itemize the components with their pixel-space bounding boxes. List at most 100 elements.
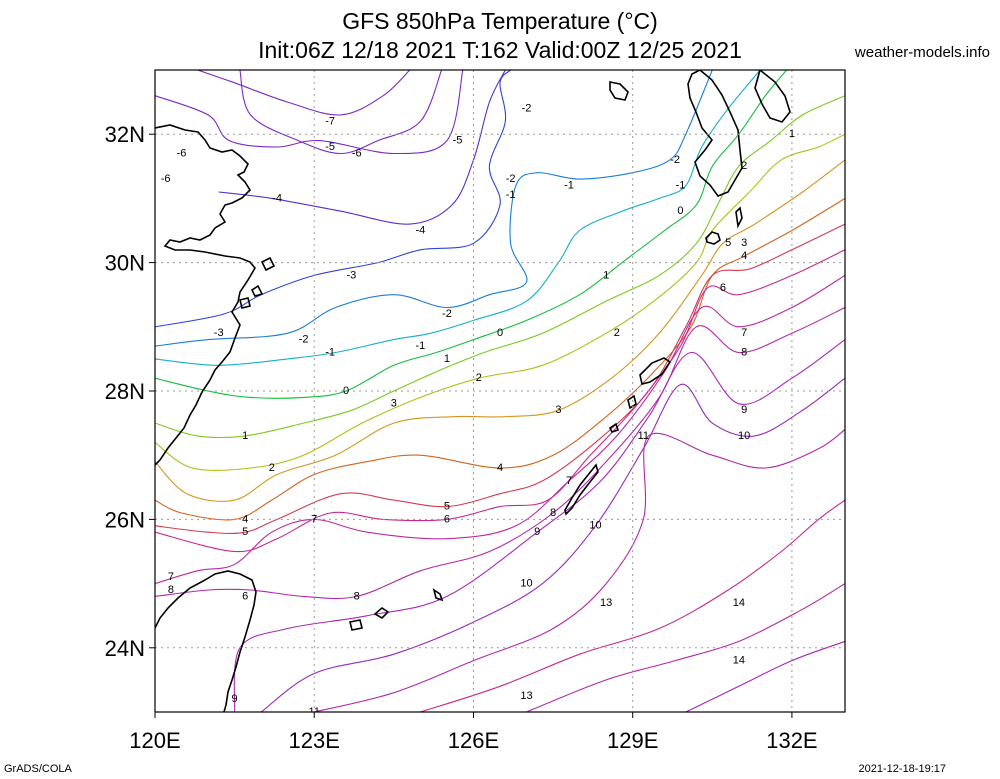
contour-label: 4 bbox=[497, 462, 503, 474]
chart-title: GFS 850hPa Temperature (°C) bbox=[342, 8, 658, 34]
contour-layer bbox=[155, 70, 845, 712]
contour-label: -1 bbox=[676, 179, 686, 191]
coastline-okinawa bbox=[564, 463, 599, 516]
contour-label: 11 bbox=[638, 430, 649, 442]
coastline-amami bbox=[639, 357, 672, 385]
x-tick-label: 123E bbox=[289, 728, 340, 753]
render-timestamp: 2021-12-18-19:17 bbox=[858, 763, 946, 775]
contour-label: 14 bbox=[733, 655, 745, 667]
contour-label: -3 bbox=[346, 269, 356, 281]
contour-label: 8 bbox=[550, 507, 556, 519]
coastline-iriomote bbox=[349, 619, 363, 631]
contour-label: 2 bbox=[476, 372, 482, 384]
contour-label: -2 bbox=[506, 173, 516, 185]
coastline-kyushu bbox=[687, 70, 743, 197]
contour-label: 5 bbox=[444, 500, 450, 512]
contour-label: 8 bbox=[168, 584, 174, 596]
contour-label: 11 bbox=[309, 706, 320, 718]
contour-label: 7 bbox=[566, 475, 572, 487]
contour-label: 4 bbox=[242, 513, 248, 525]
coastline-okinoerabu bbox=[608, 422, 620, 433]
contour-label: 10 bbox=[520, 578, 532, 590]
isotherm-11 bbox=[314, 429, 845, 712]
contour-label: 5 bbox=[242, 526, 248, 538]
isotherm--2 bbox=[155, 70, 713, 347]
x-tick-label: 129E bbox=[607, 728, 658, 753]
contour-label: -3 bbox=[214, 327, 224, 339]
contour-label: 1 bbox=[603, 269, 609, 281]
isotherm-6 bbox=[155, 249, 845, 553]
isotherm-9 bbox=[233, 339, 845, 712]
isotherm-1 bbox=[155, 95, 845, 439]
contour-label: 9 bbox=[232, 693, 238, 705]
coastline-miyako bbox=[432, 588, 444, 602]
isotherm-10 bbox=[260, 377, 845, 712]
contour-label: -5 bbox=[453, 135, 463, 147]
contour-label: -4 bbox=[272, 192, 282, 204]
isotherm-12 bbox=[420, 499, 845, 712]
isotherm-4 bbox=[155, 197, 845, 521]
contour-label: 13 bbox=[520, 690, 532, 702]
contour-label: 0 bbox=[343, 385, 349, 397]
isotherm--5 bbox=[155, 70, 464, 155]
isotherm-8 bbox=[155, 307, 845, 600]
x-tick-label: 132E bbox=[766, 728, 817, 753]
coastline-yakushima bbox=[705, 231, 721, 245]
contour-label: -6 bbox=[352, 147, 362, 159]
coastline-tokunoshima bbox=[627, 394, 637, 410]
contour-label: 1 bbox=[242, 430, 248, 442]
contour-label: 2 bbox=[614, 327, 620, 339]
contour-label: -6 bbox=[177, 147, 187, 159]
y-tick-label: 26N bbox=[105, 507, 145, 532]
isotherm--3 bbox=[155, 70, 512, 328]
contour-label: 7 bbox=[741, 327, 747, 339]
contour-label: -2 bbox=[442, 308, 452, 320]
contour-label: 0 bbox=[497, 327, 503, 339]
contour-label: 8 bbox=[741, 346, 747, 358]
isotherm-0 bbox=[155, 70, 788, 399]
isotherm-5 bbox=[155, 223, 845, 535]
contour-label: 7 bbox=[311, 513, 317, 525]
contour-label: -2 bbox=[522, 102, 532, 114]
isotherm-3 bbox=[155, 159, 845, 502]
grads-credit: GrADS/COLA bbox=[4, 763, 72, 775]
y-tick-label: 28N bbox=[105, 379, 145, 404]
coastline-layer bbox=[155, 70, 791, 712]
x-tick-label: 120E bbox=[129, 728, 180, 753]
contour-label: 1 bbox=[789, 128, 795, 140]
contour-label: -5 bbox=[325, 141, 335, 153]
contour-label: 5 bbox=[725, 237, 731, 249]
isotherm-7 bbox=[155, 274, 845, 585]
contour-label: 6 bbox=[242, 590, 248, 602]
contour-label: 2 bbox=[741, 160, 747, 172]
contour-label: -1 bbox=[506, 189, 516, 201]
coastline-taiwan bbox=[155, 570, 257, 712]
y-tick-label: 24N bbox=[105, 636, 145, 661]
isotherm-13 bbox=[526, 583, 845, 712]
contour-label: 7 bbox=[168, 571, 174, 583]
contour-label: -2 bbox=[670, 154, 680, 166]
contour-label: -7 bbox=[325, 115, 335, 127]
contour-label: 14 bbox=[733, 597, 745, 609]
isotherm-14 bbox=[685, 640, 845, 712]
coastline-ishigaki bbox=[373, 606, 390, 619]
contour-label: 4 bbox=[741, 250, 747, 262]
contour-label: 10 bbox=[589, 520, 601, 532]
coastline-korea bbox=[609, 81, 629, 101]
coastline-china bbox=[155, 124, 256, 466]
contour-label: 9 bbox=[741, 404, 747, 416]
contour-label: 2 bbox=[269, 462, 275, 474]
contour-label: -1 bbox=[325, 346, 335, 358]
isotherm--1 bbox=[155, 70, 761, 366]
contour-label: -6 bbox=[161, 173, 171, 185]
contour-label: 9 bbox=[534, 526, 540, 538]
contour-label: 13 bbox=[600, 597, 612, 609]
contour-label: 10 bbox=[738, 430, 750, 442]
isotherm--4 bbox=[218, 70, 506, 225]
source-website: weather-models.info bbox=[854, 44, 990, 61]
coastline-zhoushan bbox=[239, 256, 276, 309]
contour-label: 3 bbox=[741, 237, 747, 249]
y-tick-label: 32N bbox=[105, 122, 145, 147]
